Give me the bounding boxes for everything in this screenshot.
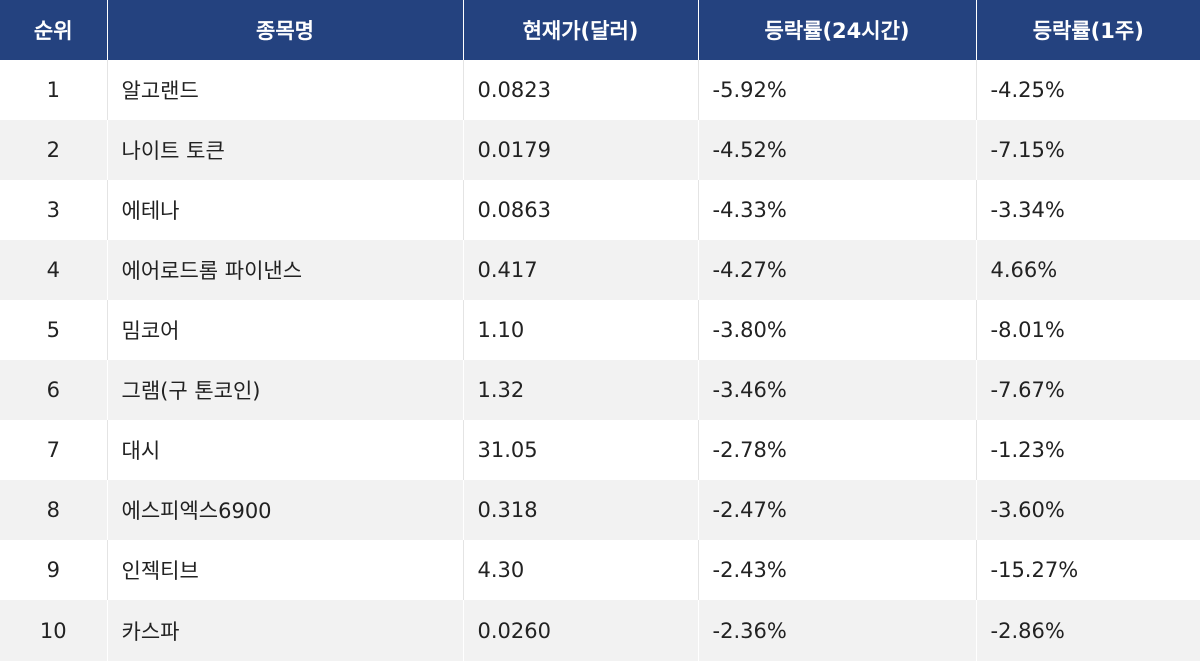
cell-change-1w: -15.27% (976, 540, 1200, 600)
cell-change-24h: -3.46% (698, 360, 977, 420)
cell-rank: 7 (0, 420, 108, 480)
cell-rank: 9 (0, 540, 108, 600)
table-row: 3 에테나 0.0863 -4.33% -3.34% (0, 180, 1200, 240)
table-row: 6 그램(구 톤코인) 1.32 -3.46% -7.67% (0, 360, 1200, 420)
table-row: 8 에스피엑스6900 0.318 -2.47% -3.60% (0, 480, 1200, 540)
cell-change-1w: -2.86% (976, 600, 1200, 661)
cell-change-24h: -2.36% (698, 600, 977, 661)
cell-name: 카스파 (107, 600, 464, 661)
header-change-1w: 등락률(1주) (976, 0, 1200, 60)
cell-name: 에어로드롬 파이낸스 (107, 240, 464, 300)
cell-rank: 5 (0, 300, 108, 360)
cell-change-1w: -3.60% (976, 480, 1200, 540)
cell-change-1w: -3.34% (976, 180, 1200, 240)
cell-name: 그램(구 톤코인) (107, 360, 464, 420)
cell-change-24h: -2.78% (698, 420, 977, 480)
cell-price: 1.10 (463, 300, 699, 360)
table-row: 5 밈코어 1.10 -3.80% -8.01% (0, 300, 1200, 360)
cell-change-24h: -4.33% (698, 180, 977, 240)
cell-rank: 2 (0, 120, 108, 180)
header-row: 순위 종목명 현재가(달러) 등락률(24시간) 등락률(1주) (0, 0, 1200, 60)
table-header: 순위 종목명 현재가(달러) 등락률(24시간) 등락률(1주) (0, 0, 1200, 60)
table-row: 4 에어로드롬 파이낸스 0.417 -4.27% 4.66% (0, 240, 1200, 300)
header-rank: 순위 (0, 0, 108, 60)
header-price: 현재가(달러) (463, 0, 699, 60)
cell-change-24h: -3.80% (698, 300, 977, 360)
table-row: 9 인젝티브 4.30 -2.43% -15.27% (0, 540, 1200, 600)
cell-change-1w: -4.25% (976, 60, 1200, 120)
cell-name: 에테나 (107, 180, 464, 240)
table-row: 2 나이트 토큰 0.0179 -4.52% -7.15% (0, 120, 1200, 180)
cell-name: 에스피엑스6900 (107, 480, 464, 540)
header-change-24h: 등락률(24시간) (698, 0, 977, 60)
cell-price: 31.05 (463, 420, 699, 480)
cell-price: 0.0179 (463, 120, 699, 180)
cell-change-24h: -4.52% (698, 120, 977, 180)
header-name: 종목명 (107, 0, 464, 60)
cell-change-1w: 4.66% (976, 240, 1200, 300)
cell-name: 인젝티브 (107, 540, 464, 600)
cell-change-24h: -2.47% (698, 480, 977, 540)
cell-name: 밈코어 (107, 300, 464, 360)
cell-price: 0.0863 (463, 180, 699, 240)
cell-change-24h: -4.27% (698, 240, 977, 300)
cell-change-1w: -7.67% (976, 360, 1200, 420)
cell-rank: 6 (0, 360, 108, 420)
cell-name: 나이트 토큰 (107, 120, 464, 180)
table-body: 1 알고랜드 0.0823 -5.92% -4.25% 2 나이트 토큰 0.0… (0, 60, 1200, 661)
cell-price: 0.318 (463, 480, 699, 540)
cell-name: 대시 (107, 420, 464, 480)
cell-rank: 3 (0, 180, 108, 240)
cell-change-1w: -1.23% (976, 420, 1200, 480)
cell-change-24h: -2.43% (698, 540, 977, 600)
cell-price: 0.417 (463, 240, 699, 300)
table-row: 10 카스파 0.0260 -2.36% -2.86% (0, 600, 1200, 661)
cell-rank: 1 (0, 60, 108, 120)
cell-price: 4.30 (463, 540, 699, 600)
cell-rank: 8 (0, 480, 108, 540)
cell-name: 알고랜드 (107, 60, 464, 120)
cell-rank: 4 (0, 240, 108, 300)
cell-change-24h: -5.92% (698, 60, 977, 120)
cell-price: 0.0260 (463, 600, 699, 661)
cell-change-1w: -7.15% (976, 120, 1200, 180)
cell-price: 1.32 (463, 360, 699, 420)
table-row: 7 대시 31.05 -2.78% -1.23% (0, 420, 1200, 480)
cell-price: 0.0823 (463, 60, 699, 120)
cell-rank: 10 (0, 600, 108, 661)
cell-change-1w: -8.01% (976, 300, 1200, 360)
table-row: 1 알고랜드 0.0823 -5.92% -4.25% (0, 60, 1200, 120)
